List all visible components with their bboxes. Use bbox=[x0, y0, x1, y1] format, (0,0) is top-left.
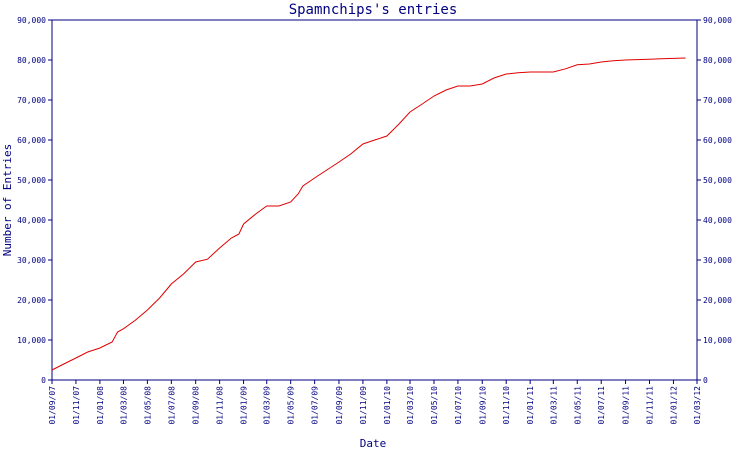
x-tick-label: 01/09/10 bbox=[478, 386, 487, 425]
x-tick-label: 01/09/08 bbox=[192, 386, 201, 425]
y-tick-label-right: 20,000 bbox=[703, 296, 732, 305]
x-tick-label: 01/05/10 bbox=[430, 386, 439, 425]
y-tick-label-left: 30,000 bbox=[17, 256, 46, 265]
x-tick-label: 01/09/07 bbox=[48, 386, 57, 425]
x-tick-label: 01/05/11 bbox=[573, 386, 582, 425]
x-tick-label: 01/11/07 bbox=[72, 386, 81, 425]
x-tick-label: 01/01/08 bbox=[96, 386, 105, 425]
x-tick-label: 01/03/09 bbox=[263, 386, 272, 425]
y-tick-label-left: 0 bbox=[41, 376, 46, 385]
y-tick-label-left: 70,000 bbox=[17, 96, 46, 105]
x-tick-label: 01/01/12 bbox=[669, 386, 678, 425]
y-tick-label-right: 30,000 bbox=[703, 256, 732, 265]
y-tick-label-right: 90,000 bbox=[703, 16, 732, 25]
x-tick-label: 01/01/11 bbox=[526, 386, 535, 425]
y-tick-label-right: 60,000 bbox=[703, 136, 732, 145]
x-axis: 01/09/07 01/11/07 01/01/08 01/03/08 01/05/08… bbox=[48, 380, 702, 425]
x-tick-label: 01/01/09 bbox=[240, 386, 249, 425]
x-tick-label: 01/07/11 bbox=[597, 386, 606, 425]
y-tick-label-left: 20,000 bbox=[17, 296, 46, 305]
chart-title: Spamnchips's entries bbox=[289, 2, 458, 18]
y-tick-label-right: 70,000 bbox=[703, 96, 732, 105]
x-axis-label: Date bbox=[360, 437, 387, 450]
x-tick-label: 01/03/11 bbox=[549, 386, 558, 425]
y-axis-left: 0 10,000 20,000 30,000 40,000 50,000 60,000 70,… bbox=[17, 16, 52, 385]
y-axis-label: Number of Entries bbox=[1, 144, 14, 257]
x-tick-label: 01/01/10 bbox=[383, 386, 392, 425]
y-tick-label-left: 50,000 bbox=[17, 176, 46, 185]
y-tick-label-left: 90,000 bbox=[17, 16, 46, 25]
x-tick-label: 01/09/11 bbox=[622, 386, 631, 425]
series-line bbox=[51, 57, 686, 371]
x-tick-label: 01/05/08 bbox=[143, 386, 152, 425]
plot-area-frame bbox=[51, 19, 698, 381]
x-tick-label: 01/09/09 bbox=[335, 386, 344, 425]
y-tick-label-left: 10,000 bbox=[17, 336, 46, 345]
y-tick-label-right: 50,000 bbox=[703, 176, 732, 185]
x-tick-label: 01/11/09 bbox=[359, 386, 368, 425]
x-tick-label: 01/03/12 bbox=[693, 386, 702, 425]
x-tick-label: 01/05/09 bbox=[287, 386, 296, 425]
x-tick-label: 01/11/08 bbox=[216, 386, 225, 425]
y-axis-right: 0 10,000 20,000 30,000 40,000 50,000 60,000 70,… bbox=[697, 16, 732, 385]
x-tick-label: 01/07/09 bbox=[311, 386, 320, 425]
y-tick-label-right: 40,000 bbox=[703, 216, 732, 225]
y-tick-label-right: 10,000 bbox=[703, 336, 732, 345]
y-tick-label-right: 80,000 bbox=[703, 56, 732, 65]
x-tick-label: 01/11/10 bbox=[502, 386, 511, 425]
y-tick-label-left: 80,000 bbox=[17, 56, 46, 65]
y-tick-label-left: 40,000 bbox=[17, 216, 46, 225]
x-tick-label: 01/07/08 bbox=[167, 386, 176, 425]
x-tick-label: 01/03/10 bbox=[406, 386, 415, 425]
x-tick-label: 01/07/10 bbox=[454, 386, 463, 425]
x-tick-label: 01/03/08 bbox=[119, 386, 128, 425]
y-tick-label-left: 60,000 bbox=[17, 136, 46, 145]
x-tick-label: 01/11/11 bbox=[645, 386, 654, 425]
y-tick-label-right: 0 bbox=[703, 376, 708, 385]
